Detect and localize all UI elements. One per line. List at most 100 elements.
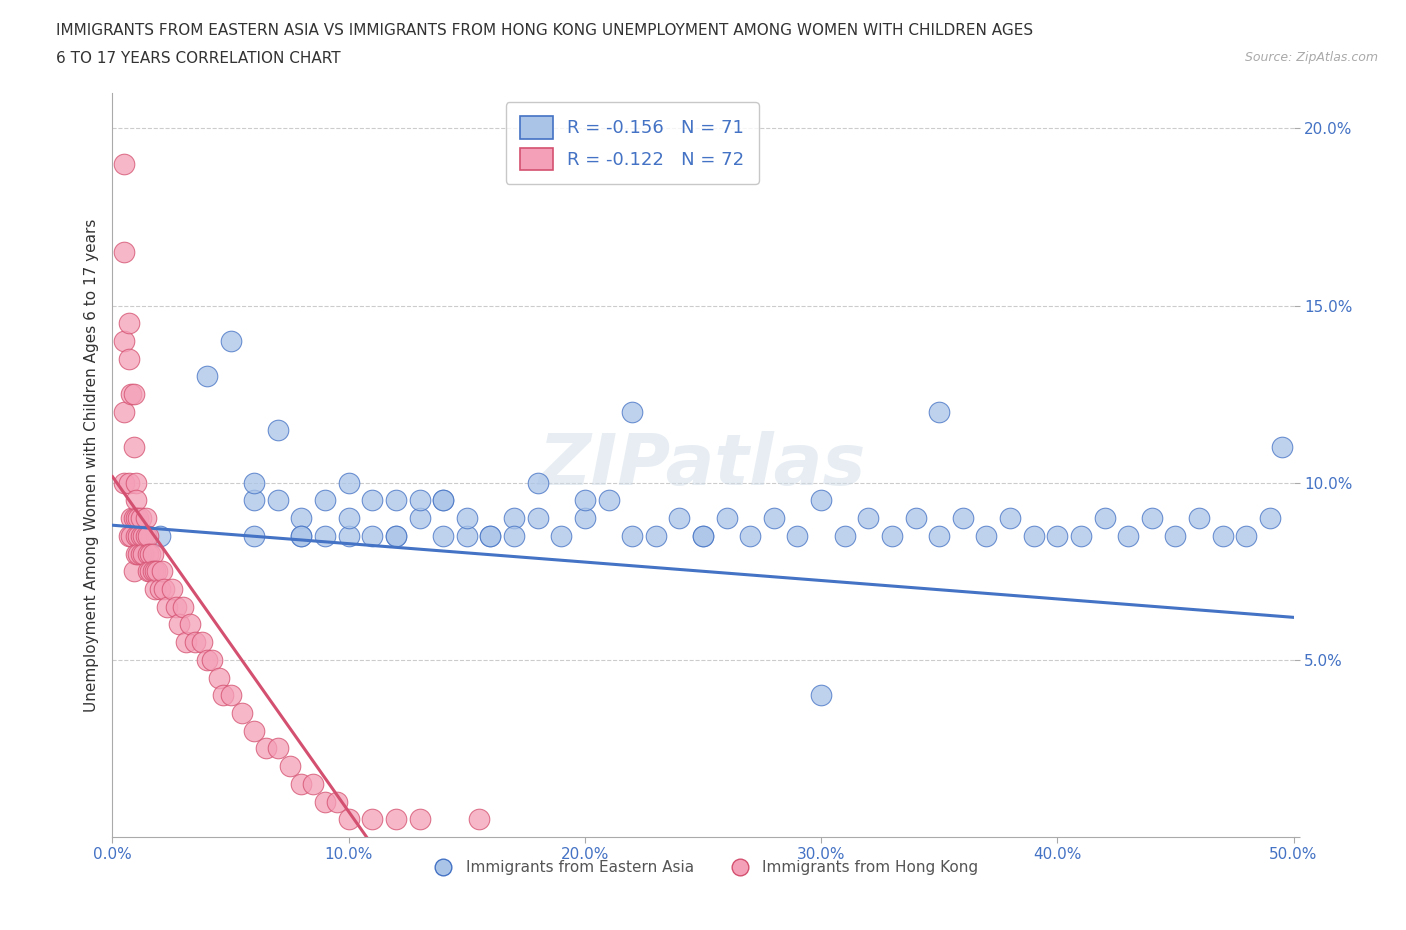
Point xyxy=(172,599,194,614)
Point xyxy=(302,777,325,791)
Point xyxy=(526,475,548,490)
Point xyxy=(129,528,152,543)
Point xyxy=(125,475,148,490)
Point xyxy=(337,475,360,490)
Point xyxy=(167,617,190,631)
Point xyxy=(456,528,478,543)
Point xyxy=(112,475,135,490)
Point xyxy=(212,688,235,703)
Text: IMMIGRANTS FROM EASTERN ASIA VS IMMIGRANTS FROM HONG KONG UNEMPLOYMENT AMONG WOM: IMMIGRANTS FROM EASTERN ASIA VS IMMIGRAN… xyxy=(56,23,1033,38)
Point xyxy=(810,493,832,508)
Point xyxy=(1070,528,1092,543)
Point xyxy=(432,493,454,508)
Point xyxy=(122,564,145,578)
Point xyxy=(1046,528,1069,543)
Point xyxy=(810,688,832,703)
Point xyxy=(408,812,430,827)
Point xyxy=(179,617,201,631)
Point xyxy=(1140,511,1163,525)
Point xyxy=(314,794,336,809)
Point xyxy=(135,511,157,525)
Point xyxy=(127,511,149,525)
Point xyxy=(153,581,176,596)
Point xyxy=(740,528,762,543)
Point xyxy=(120,528,142,543)
Point xyxy=(156,599,179,614)
Point xyxy=(361,812,384,827)
Point xyxy=(467,812,489,827)
Point xyxy=(786,528,808,543)
Text: 6 TO 17 YEARS CORRELATION CHART: 6 TO 17 YEARS CORRELATION CHART xyxy=(56,51,340,66)
Point xyxy=(880,528,903,543)
Point xyxy=(112,405,135,419)
Point xyxy=(112,245,135,259)
Y-axis label: Unemployment Among Women with Children Ages 6 to 17 years: Unemployment Among Women with Children A… xyxy=(83,219,98,711)
Point xyxy=(195,653,218,668)
Point xyxy=(243,493,266,508)
Point xyxy=(267,493,290,508)
Point xyxy=(118,352,141,366)
Point xyxy=(361,528,384,543)
Point xyxy=(142,546,165,561)
Point xyxy=(976,528,998,543)
Point xyxy=(122,440,145,455)
Point xyxy=(149,581,172,596)
Point xyxy=(1188,511,1211,525)
Point xyxy=(112,334,135,349)
Point xyxy=(326,794,349,809)
Point xyxy=(120,511,142,525)
Point xyxy=(165,599,187,614)
Point xyxy=(139,546,162,561)
Point xyxy=(668,511,690,525)
Point xyxy=(191,634,214,649)
Point xyxy=(928,528,950,543)
Point xyxy=(692,528,714,543)
Point xyxy=(479,528,502,543)
Point xyxy=(129,511,152,525)
Point xyxy=(574,493,596,508)
Point xyxy=(621,528,644,543)
Point xyxy=(1271,440,1294,455)
Point xyxy=(858,511,880,525)
Point xyxy=(1116,528,1139,543)
Point xyxy=(290,511,312,525)
Point xyxy=(254,741,277,756)
Point xyxy=(762,511,785,525)
Point xyxy=(243,475,266,490)
Point xyxy=(195,369,218,384)
Point xyxy=(1234,528,1257,543)
Point xyxy=(125,511,148,525)
Point xyxy=(142,564,165,578)
Point xyxy=(574,511,596,525)
Point xyxy=(361,493,384,508)
Point xyxy=(385,812,408,827)
Legend: Immigrants from Eastern Asia, Immigrants from Hong Kong: Immigrants from Eastern Asia, Immigrants… xyxy=(422,855,984,882)
Point xyxy=(219,688,242,703)
Point xyxy=(146,564,169,578)
Point xyxy=(337,812,360,827)
Point xyxy=(127,546,149,561)
Point xyxy=(456,511,478,525)
Point xyxy=(385,493,408,508)
Point xyxy=(160,581,183,596)
Point xyxy=(385,528,408,543)
Point xyxy=(408,493,430,508)
Point xyxy=(231,706,253,721)
Point xyxy=(135,528,157,543)
Point xyxy=(1164,528,1187,543)
Point xyxy=(1094,511,1116,525)
Point xyxy=(479,528,502,543)
Point xyxy=(139,564,162,578)
Point xyxy=(136,528,159,543)
Point xyxy=(928,405,950,419)
Point xyxy=(125,546,148,561)
Text: ZIPatlas: ZIPatlas xyxy=(540,431,866,499)
Point xyxy=(598,493,620,508)
Point xyxy=(550,528,572,543)
Point xyxy=(184,634,207,649)
Point xyxy=(136,546,159,561)
Point xyxy=(122,387,145,402)
Point xyxy=(118,316,141,331)
Point xyxy=(337,528,360,543)
Point xyxy=(278,759,301,774)
